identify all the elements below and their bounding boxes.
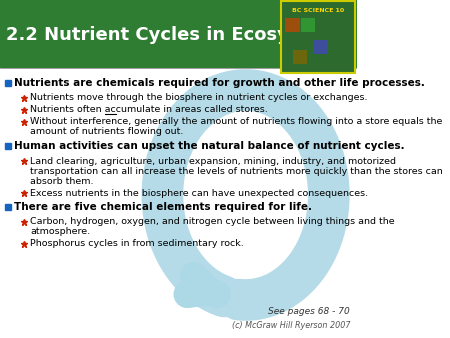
Text: amount of nutrients flowing out.: amount of nutrients flowing out.: [30, 127, 184, 137]
Text: Carbon, hydrogen, oxygen, and nitrogen cycle between living things and the: Carbon, hydrogen, oxygen, and nitrogen c…: [30, 217, 395, 226]
Text: Phosphorus cycles in from sedimentary rock.: Phosphorus cycles in from sedimentary ro…: [30, 240, 244, 248]
Text: There are five chemical elements required for life.: There are five chemical elements require…: [14, 202, 312, 212]
Text: atmosphere.: atmosphere.: [30, 227, 90, 237]
Text: Nutrients often accumulate in areas called stores.: Nutrients often accumulate in areas call…: [30, 105, 268, 115]
Text: Excess nutrients in the biosphere can have unexpected consequences.: Excess nutrients in the biosphere can ha…: [30, 189, 368, 197]
Text: Without interference, generally the amount of nutrients flowing into a store equ: Without interference, generally the amou…: [30, 118, 442, 126]
FancyBboxPatch shape: [0, 0, 356, 68]
Text: 2.2 Nutrient Cycles in Ecosystems: 2.2 Nutrient Cycles in Ecosystems: [6, 26, 350, 44]
Text: (c) McGraw Hill Ryerson 2007: (c) McGraw Hill Ryerson 2007: [232, 320, 350, 330]
Text: Land clearing, agriculture, urban expansion, mining, industry, and motorized: Land clearing, agriculture, urban expans…: [30, 156, 396, 166]
FancyBboxPatch shape: [281, 1, 355, 73]
Text: See pages 68 - 70: See pages 68 - 70: [269, 308, 350, 316]
Text: BC SCIENCE 10: BC SCIENCE 10: [292, 7, 344, 13]
FancyBboxPatch shape: [285, 18, 300, 32]
FancyBboxPatch shape: [293, 50, 307, 64]
Text: Nutrients move through the biosphere in nutrient cycles or exchanges.: Nutrients move through the biosphere in …: [30, 94, 368, 102]
Text: Human activities can upset the natural balance of nutrient cycles.: Human activities can upset the natural b…: [14, 141, 405, 151]
FancyBboxPatch shape: [313, 40, 327, 54]
Text: absorb them.: absorb them.: [30, 176, 94, 186]
FancyBboxPatch shape: [301, 18, 315, 32]
Text: Nutrients are chemicals required for growth and other life processes.: Nutrients are chemicals required for gro…: [14, 78, 425, 88]
Text: transportation can all increase the levels of nutrients more quickly than the st: transportation can all increase the leve…: [30, 167, 443, 175]
